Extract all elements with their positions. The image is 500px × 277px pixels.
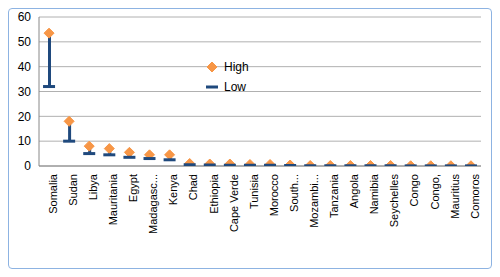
svg-text:10: 10 xyxy=(18,134,32,148)
svg-text:Chad: Chad xyxy=(187,174,199,200)
svg-text:30: 30 xyxy=(18,85,32,99)
svg-text:60: 60 xyxy=(18,10,32,24)
svg-text:Morocco: Morocco xyxy=(268,174,280,216)
svg-text:Angola: Angola xyxy=(348,173,360,208)
svg-text:Cape Verde: Cape Verde xyxy=(228,174,240,232)
svg-text:20: 20 xyxy=(18,110,32,124)
svg-text:Kenya: Kenya xyxy=(167,173,179,205)
svg-text:Namibia: Namibia xyxy=(368,173,380,214)
svg-text:Tunisia: Tunisia xyxy=(248,173,260,209)
svg-text:Mauritania: Mauritania xyxy=(107,173,119,225)
svg-text:Madagasc...: Madagasc... xyxy=(147,174,159,234)
svg-text:Tanzania: Tanzania xyxy=(328,173,340,218)
svg-text:Somalia: Somalia xyxy=(47,173,59,214)
svg-text:South...: South... xyxy=(288,174,300,212)
html-text:High: High xyxy=(224,60,249,74)
svg-text:Sudan: Sudan xyxy=(67,174,79,206)
svg-text:Comoros: Comoros xyxy=(469,174,481,219)
svg-text:40: 40 xyxy=(18,60,32,74)
svg-text:Libya: Libya xyxy=(87,173,99,200)
svg-text:Ethiopia: Ethiopia xyxy=(208,173,220,214)
svg-text:0: 0 xyxy=(24,159,31,173)
html-text:Low: Low xyxy=(224,80,246,94)
svg-text:Egypt: Egypt xyxy=(127,174,139,202)
svg-text:Congo,: Congo, xyxy=(429,174,441,209)
svg-text:Mozambi...: Mozambi... xyxy=(308,174,320,228)
svg-text:Seychelles: Seychelles xyxy=(388,174,400,228)
svg-text:Congo: Congo xyxy=(408,174,420,206)
svg-text:Mauritius: Mauritius xyxy=(449,174,461,219)
svg-text:50: 50 xyxy=(18,35,32,49)
